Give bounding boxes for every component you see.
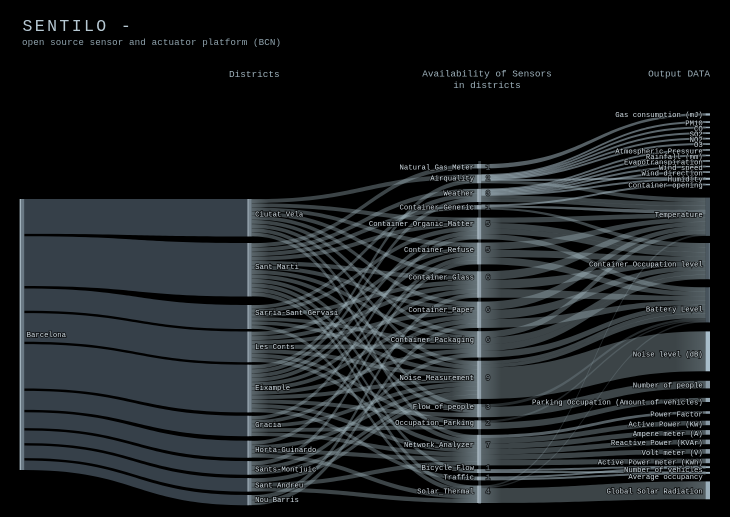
svg-text:Number of people: Number of people bbox=[633, 382, 703, 390]
svg-text:Battery Level: Battery Level bbox=[646, 306, 703, 314]
svg-text:Global Solar Radiation: Global Solar Radiation bbox=[606, 489, 702, 497]
svg-text:Barcelona: Barcelona bbox=[27, 332, 67, 340]
svg-text:Parking Occupation (Amount of: Parking Occupation (Amount of vehicles) bbox=[532, 400, 703, 408]
svg-text:Power Factor: Power Factor bbox=[650, 411, 703, 419]
svg-text:Container_Generic: Container_Generic bbox=[400, 205, 474, 213]
svg-text:Rainfall (mm): Rainfall (mm) bbox=[646, 154, 703, 162]
svg-text:Sant Marti: Sant Marti bbox=[255, 264, 299, 272]
svg-text:Solar_Thermal: Solar_Thermal bbox=[417, 489, 474, 497]
svg-text:Bicycle_Flow: Bicycle_Flow bbox=[421, 465, 474, 473]
svg-text:Natural_Gas_Meter: Natural_Gas_Meter bbox=[400, 164, 474, 172]
svg-text:Atmospheric Pressure: Atmospheric Pressure bbox=[615, 148, 703, 156]
svg-text:SENTILO -: SENTILO - bbox=[23, 17, 134, 36]
svg-text:4: 4 bbox=[486, 489, 491, 497]
svg-text:Airquality: Airquality bbox=[430, 176, 474, 184]
svg-text:Container_Organic_Matter: Container_Organic_Matter bbox=[369, 221, 474, 229]
svg-text:Les Corts: Les Corts bbox=[255, 344, 294, 352]
svg-text:6: 6 bbox=[486, 307, 490, 315]
svg-text:2: 2 bbox=[486, 176, 490, 184]
svg-text:Output DATA: Output DATA bbox=[648, 69, 710, 80]
svg-text:SO2: SO2 bbox=[690, 132, 703, 140]
svg-text:9: 9 bbox=[486, 375, 490, 383]
svg-text:5: 5 bbox=[486, 221, 490, 229]
svg-text:Container opening: Container opening bbox=[628, 182, 702, 190]
svg-text:Horta-Guinardo: Horta-Guinardo bbox=[255, 447, 316, 455]
svg-text:open source sensor and actuato: open source sensor and actuator platform… bbox=[22, 37, 281, 48]
svg-text:NO2: NO2 bbox=[690, 137, 703, 145]
svg-text:Noise level (dB): Noise level (dB) bbox=[633, 351, 703, 359]
svg-text:Ampere meter (A): Ampere meter (A) bbox=[633, 431, 703, 439]
svg-text:in districts: in districts bbox=[453, 80, 521, 91]
svg-text:Volt meter (V): Volt meter (V) bbox=[641, 450, 702, 458]
svg-text:Ciutat Vela: Ciutat Vela bbox=[255, 212, 304, 220]
svg-text:5: 5 bbox=[486, 247, 490, 255]
svg-text:3: 3 bbox=[486, 404, 490, 412]
svg-text:Container Occupation level: Container Occupation level bbox=[589, 262, 703, 270]
svg-text:Humidity: Humidity bbox=[668, 177, 704, 185]
svg-text:Flow_of_people: Flow_of_people bbox=[413, 404, 474, 412]
svg-text:3: 3 bbox=[486, 191, 490, 199]
svg-text:1: 1 bbox=[486, 164, 491, 172]
svg-text:Weather: Weather bbox=[443, 191, 474, 199]
svg-text:PM10: PM10 bbox=[685, 120, 703, 128]
svg-text:Nou Barris: Nou Barris bbox=[255, 497, 299, 505]
svg-text:Gas consumption (mJ): Gas consumption (mJ) bbox=[615, 112, 703, 120]
svg-text:Availability of Sensors: Availability of Sensors bbox=[422, 69, 551, 80]
svg-text:1: 1 bbox=[486, 465, 491, 473]
svg-text:Sants-Montjuic: Sants-Montjuic bbox=[255, 467, 316, 475]
svg-text:Occupation_Parking: Occupation_Parking bbox=[395, 420, 474, 428]
svg-text:Number of vehicles: Number of vehicles bbox=[624, 467, 703, 475]
svg-text:1: 1 bbox=[486, 205, 491, 213]
svg-text:Noise_Measurement: Noise_Measurement bbox=[400, 375, 474, 383]
svg-text:Active Power (KW): Active Power (KW) bbox=[628, 421, 702, 429]
svg-text:Eixample: Eixample bbox=[255, 385, 290, 393]
svg-text:7: 7 bbox=[486, 442, 490, 450]
svg-text:Sarria-Sant Gervasi: Sarria-Sant Gervasi bbox=[255, 310, 339, 318]
svg-text:Districts: Districts bbox=[229, 69, 280, 80]
svg-text:O3: O3 bbox=[694, 142, 703, 150]
svg-text:Temperature: Temperature bbox=[655, 212, 703, 220]
svg-text:Gracia: Gracia bbox=[255, 422, 282, 430]
svg-text:1: 1 bbox=[486, 474, 491, 482]
svg-text:Container_Paper: Container_Paper bbox=[408, 307, 474, 315]
svg-text:Sant Andreu: Sant Andreu bbox=[255, 483, 303, 491]
svg-text:Reactive Power (KVAr): Reactive Power (KVAr) bbox=[611, 440, 703, 448]
svg-text:Evapotranspiration: Evapotranspiration bbox=[624, 160, 703, 168]
svg-text:Active Power meter (KWh): Active Power meter (KWh) bbox=[598, 460, 703, 468]
svg-text:6: 6 bbox=[486, 337, 490, 345]
svg-text:Average occupancy: Average occupancy bbox=[628, 474, 703, 482]
svg-text:Network_Analyzer: Network_Analyzer bbox=[404, 442, 474, 450]
svg-text:Wind direction: Wind direction bbox=[641, 170, 702, 178]
svg-text:2: 2 bbox=[486, 420, 490, 428]
svg-text:Wind speed: Wind speed bbox=[659, 165, 703, 173]
svg-text:CO: CO bbox=[694, 126, 703, 134]
svg-text:Container_Packaging: Container_Packaging bbox=[391, 337, 474, 345]
svg-text:Container_Refuse: Container_Refuse bbox=[404, 247, 474, 255]
svg-text:Container_Glass: Container_Glass bbox=[408, 275, 474, 283]
svg-text:Traffic: Traffic bbox=[443, 474, 474, 482]
svg-text:6: 6 bbox=[486, 275, 490, 283]
